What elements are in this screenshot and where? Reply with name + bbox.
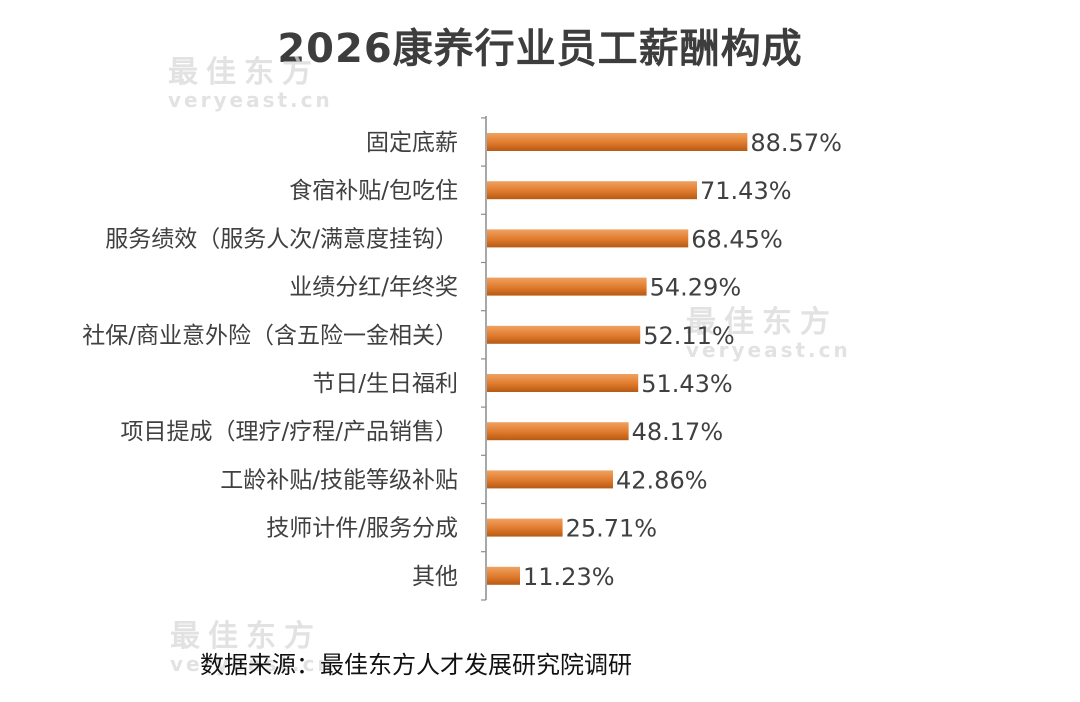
data-label: 51.43% [641,370,733,398]
bar [487,133,748,151]
data-label: 71.43% [700,177,792,205]
category-label: 其他 [412,564,458,590]
bar [487,325,641,344]
data-label: 54.29% [650,274,742,302]
category-label: 节日/生日福利 [312,371,458,397]
category-label: 技师计件/服务分成 [266,516,458,542]
category-label: 社保/商业意外险（含五险一金相关） [82,323,458,349]
watermark-middle: 最佳东方 veryeast.cn [686,305,851,362]
data-label: 52.11% [643,322,735,350]
bar [487,470,614,489]
data-label: 25.71% [566,515,658,543]
data-label: 42.86% [616,466,708,494]
data-label: 88.57% [750,129,842,157]
category-label: 业绩分红/年终奖 [289,275,458,301]
bar [487,229,689,248]
watermark-domain: veryeast.cn [686,338,851,362]
data-label: 68.45% [691,225,783,253]
watermark-brand: 最佳东方 [686,305,838,340]
watermark-top: 最佳东方 veryeast.cn [168,55,333,112]
source-note: 数据来源：最佳东方人才发展研究院调研 [200,651,632,679]
watermark-brand: 最佳东方 [168,55,320,90]
watermark-domain: veryeast.cn [170,652,335,676]
bar [487,566,521,585]
category-label: 工龄补贴/技能等级补贴 [220,467,458,493]
bar [487,277,647,296]
category-label: 食宿补贴/包吃住 [289,178,458,204]
category-label: 固定底薪 [366,130,458,156]
data-label: 11.23% [523,563,615,591]
bar [487,374,639,392]
category-label: 项目提成（理疗/疗程/产品销售） [121,419,459,445]
bar [487,518,563,537]
chart-title: 2026康养行业员工薪酬构成 [277,26,803,72]
category-label: 服务绩效（服务人次/满意度挂钩） [105,226,458,252]
bar [487,181,698,200]
data-label: 48.17% [632,418,724,446]
bar [487,422,629,441]
watermark-domain: veryeast.cn [168,88,333,112]
watermark-brand: 最佳东方 [170,619,322,654]
watermark-bottom: 最佳东方 veryeast.cn [170,619,335,676]
